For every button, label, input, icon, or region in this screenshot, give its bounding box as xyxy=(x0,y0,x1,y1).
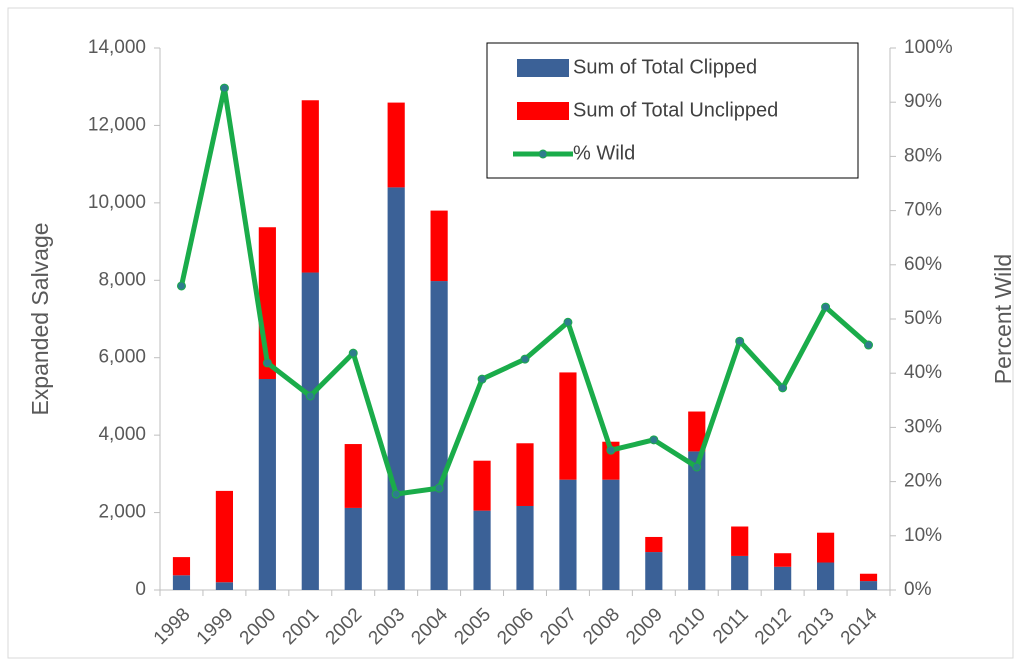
line-marker xyxy=(692,462,702,472)
y2-tick-label: 60% xyxy=(904,254,942,275)
y2-tick-label: 30% xyxy=(904,416,942,437)
line-marker xyxy=(649,435,659,445)
line-marker xyxy=(864,340,874,350)
y2-tick-label: 80% xyxy=(904,145,942,166)
bar xyxy=(387,102,405,188)
y-tick-label: 0 xyxy=(135,579,146,600)
bar xyxy=(817,562,835,590)
y-tick-label: 6,000 xyxy=(98,347,146,368)
bar xyxy=(645,536,663,553)
bar xyxy=(516,443,534,506)
y2-axis-label: Percent Wild xyxy=(990,254,1016,384)
bar xyxy=(301,272,319,590)
legend-label: Sum of Total Clipped xyxy=(573,56,757,78)
bar xyxy=(688,451,706,590)
bar xyxy=(430,281,448,590)
y-tick-label: 8,000 xyxy=(98,269,146,290)
bar xyxy=(731,555,749,590)
y-tick-label: 4,000 xyxy=(98,424,146,445)
y2-tick-label: 10% xyxy=(904,525,942,546)
y2-tick-label: 40% xyxy=(904,362,942,383)
line-marker xyxy=(735,336,745,346)
legend-label: Sum of Total Unclipped xyxy=(573,99,778,121)
bar xyxy=(301,100,319,273)
bar xyxy=(859,573,878,582)
line-marker xyxy=(606,445,616,455)
y2-tick-label: 90% xyxy=(904,91,942,112)
bar xyxy=(817,532,835,563)
bar xyxy=(473,510,491,590)
bar xyxy=(473,460,491,511)
line-marker xyxy=(305,391,315,401)
line-marker xyxy=(348,348,358,358)
bar xyxy=(859,581,878,590)
y2-tick-label: 20% xyxy=(904,471,942,492)
bar xyxy=(215,582,233,590)
bar xyxy=(430,210,448,282)
legend-marker xyxy=(538,149,548,159)
y-tick-label: 12,000 xyxy=(88,114,146,135)
y2-tick-label: 0% xyxy=(904,579,932,600)
bar xyxy=(559,372,577,480)
bar xyxy=(731,526,749,556)
bar xyxy=(559,479,577,590)
bar xyxy=(774,566,792,590)
y2-tick-label: 70% xyxy=(904,200,942,221)
bar xyxy=(172,575,191,590)
bar xyxy=(387,187,405,590)
legend-swatch xyxy=(517,102,569,120)
line-marker xyxy=(219,83,229,93)
bar xyxy=(645,552,663,590)
line-marker xyxy=(520,354,530,364)
bar xyxy=(774,553,792,567)
line-marker xyxy=(778,383,788,393)
line-marker xyxy=(176,281,186,291)
y2-tick-label: 100% xyxy=(904,37,953,58)
line-marker xyxy=(563,317,573,327)
line-marker xyxy=(391,489,401,499)
bar xyxy=(344,444,362,508)
legend-swatch xyxy=(517,59,569,77)
bar xyxy=(602,479,620,590)
legend-label: % Wild xyxy=(573,142,635,164)
y2-tick-label: 50% xyxy=(904,308,942,329)
y-tick-label: 14,000 xyxy=(88,37,146,58)
line-marker xyxy=(262,358,272,368)
bar xyxy=(258,379,276,590)
line-marker xyxy=(434,483,444,493)
line-marker xyxy=(821,302,831,312)
bar xyxy=(215,490,233,583)
y-axis-label: Expanded Salvage xyxy=(27,222,53,415)
bar xyxy=(344,507,362,590)
y-tick-label: 2,000 xyxy=(98,502,146,523)
bar xyxy=(688,411,706,452)
bar xyxy=(172,557,191,576)
line-marker xyxy=(477,374,487,384)
bar xyxy=(516,505,534,590)
y-tick-label: 10,000 xyxy=(88,192,146,213)
